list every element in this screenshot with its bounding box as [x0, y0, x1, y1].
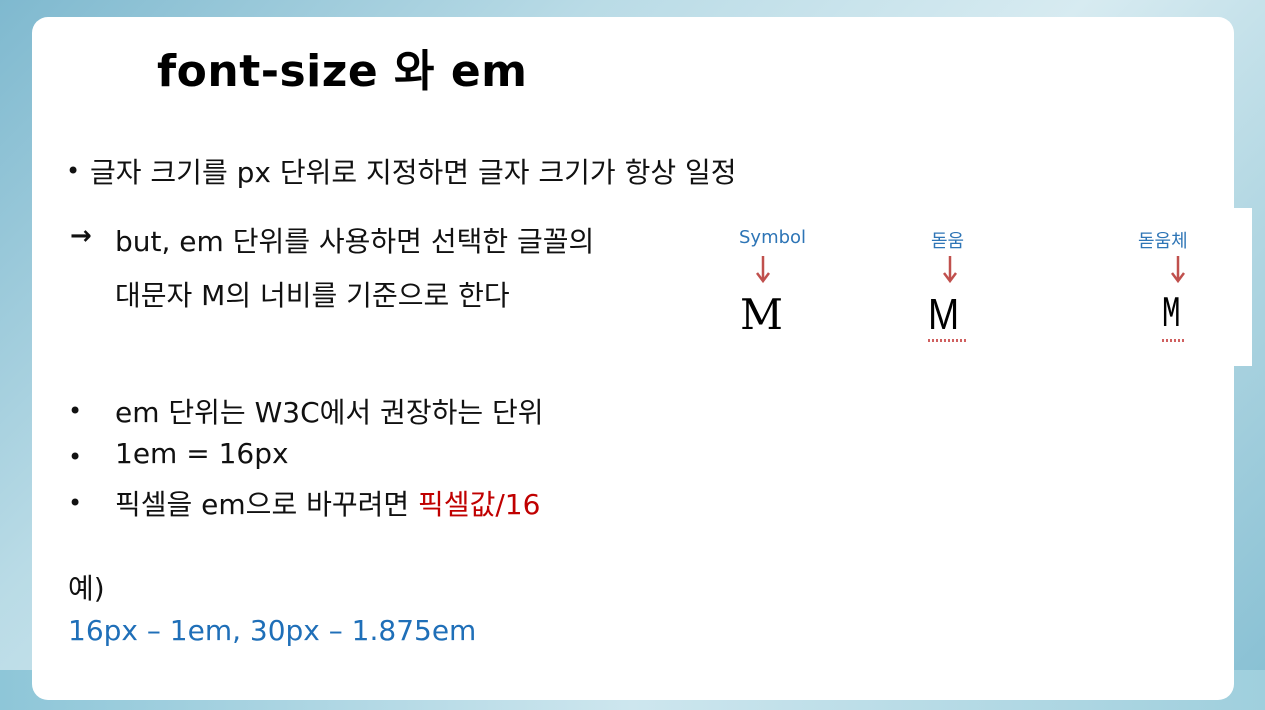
bullet-4-plain: 픽셀을 em으로 바꾸려면 [115, 488, 419, 521]
bullet-2-marker: • [68, 397, 83, 425]
bullet-3-text: 1em = 16px [115, 437, 289, 470]
bullet-4-marker: • [68, 489, 83, 517]
spellcheck-underline [1162, 339, 1186, 342]
glyph-m-symbol: M [740, 290, 784, 339]
example-label: 예) [68, 572, 105, 605]
bullet-4-text: 픽셀을 em으로 바꾸려면 픽셀값/16 [115, 483, 540, 523]
font-label-dotumche: 돋움체 [1138, 231, 1188, 252]
bullet-1-marker: • [66, 157, 81, 185]
line-2b-text: 대문자 M의 너비를 기준으로 한다 [115, 279, 510, 312]
down-arrow-icon [756, 256, 770, 284]
bullet-3-marker: • [68, 443, 83, 471]
glyph-m-dotumche: M [1162, 290, 1181, 340]
example-value: 16px – 1em, 30px – 1.875em [68, 614, 477, 647]
font-label-symbol: Symbol [739, 227, 807, 248]
bullet-4-highlight: 픽셀값/16 [418, 488, 541, 521]
bullet-2-text: em 단위는 W3C에서 권장하는 단위 [115, 396, 544, 429]
glyph-m-dotum: M [928, 290, 960, 339]
down-arrow-icon [943, 256, 957, 284]
spellcheck-underline [928, 339, 966, 342]
line-1-text: 글자 크기를 px 단위로 지정하면 글자 크기가 항상 일정 [90, 156, 737, 189]
slide-title: font-size 와 em [157, 46, 528, 97]
line-2a-text: but, em 단위를 사용하면 선택한 글꼴의 [115, 225, 595, 258]
arrow-icon: → [70, 221, 92, 251]
font-label-dotum: 돋움 [931, 231, 965, 252]
down-arrow-icon [1171, 256, 1185, 284]
font-comparison-figure: Symbol M 돋움 M 돋움체 M [720, 208, 1252, 366]
